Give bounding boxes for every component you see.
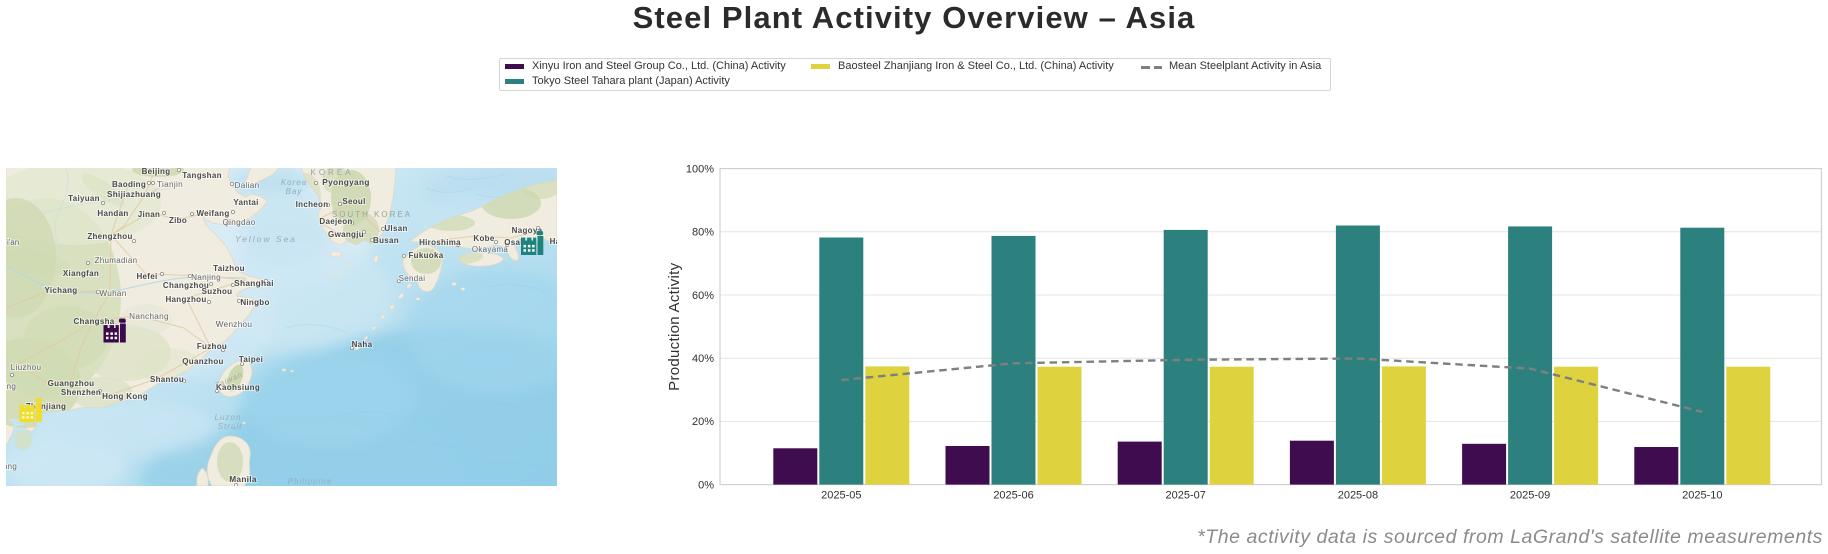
svg-text:Gwangju: Gwangju (328, 230, 364, 239)
svg-text:Shijiazhuang: Shijiazhuang (107, 190, 161, 199)
svg-text:Hong Kong: Hong Kong (102, 392, 148, 401)
svg-text:ning: ning (6, 382, 16, 391)
svg-text:Wuhan: Wuhan (99, 289, 126, 298)
svg-text:Luzon: Luzon (215, 413, 242, 422)
svg-text:Nagoya: Nagoya (512, 226, 543, 235)
svg-text:Nanchang: Nanchang (129, 312, 169, 321)
svg-text:Baoding: Baoding (112, 180, 146, 189)
svg-text:Philippine: Philippine (288, 477, 333, 486)
svg-text:Quanzhou: Quanzhou (182, 357, 224, 366)
svg-text:Hangzhou: Hangzhou (165, 295, 206, 304)
svg-text:i'an: i'an (7, 238, 19, 247)
svg-text:Daejeon: Daejeon (319, 217, 352, 226)
svg-text:Wenzhou: Wenzhou (216, 320, 253, 329)
svg-text:60%: 60% (692, 290, 714, 302)
svg-text:Tianjin: Tianjin (157, 180, 183, 189)
svg-text:Jinan: Jinan (138, 210, 160, 219)
svg-text:Guangzhou: Guangzhou (48, 379, 95, 388)
svg-text:100%: 100% (686, 163, 714, 175)
svg-text:Pyongyang: Pyongyang (322, 177, 369, 187)
svg-text:Handan: Handan (97, 209, 128, 218)
svg-text:Manila: Manila (229, 474, 257, 484)
svg-text:Yichang: Yichang (45, 286, 78, 295)
svg-text:Liuzhou: Liuzhou (11, 363, 42, 372)
svg-text:Ningbo: Ningbo (240, 298, 269, 307)
svg-text:Kaohsiung: Kaohsiung (216, 383, 260, 392)
svg-text:Korea: Korea (281, 178, 307, 187)
svg-text:Fuzhou: Fuzhou (197, 342, 227, 351)
svg-text:2025-07: 2025-07 (1166, 490, 1206, 502)
svg-text:Kobe: Kobe (473, 234, 494, 243)
svg-text:Xiangfan: Xiangfan (63, 269, 99, 278)
svg-text:Nanjing: Nanjing (191, 273, 221, 282)
svg-text:Shanghai: Shanghai (234, 278, 274, 288)
svg-text:Hefei: Hefei (136, 272, 157, 281)
svg-text:Taizhou: Taizhou (213, 264, 245, 273)
svg-text:Osaka: Osaka (504, 238, 530, 247)
svg-text:Busan: Busan (373, 236, 399, 245)
svg-text:2025-10: 2025-10 (1682, 490, 1722, 502)
svg-text:Yantai: Yantai (233, 198, 258, 207)
svg-text:Ulsan: Ulsan (384, 224, 407, 233)
svg-text:Zhengzhou: Zhengzhou (87, 232, 132, 241)
svg-text:Yellow Sea: Yellow Sea (235, 234, 297, 244)
svg-text:KOREA: KOREA (310, 168, 353, 177)
svg-text:SOUTH KOREA: SOUTH KOREA (332, 210, 412, 219)
svg-text:Okayama: Okayama (472, 245, 509, 254)
svg-text:Naha: Naha (352, 340, 373, 349)
svg-text:Production Activity: Production Activity (666, 262, 683, 390)
svg-text:Zhanjiang: Zhanjiang (26, 402, 66, 411)
svg-text:2025-06: 2025-06 (993, 490, 1033, 502)
svg-text:0%: 0% (698, 479, 714, 491)
svg-text:Sendai: Sendai (399, 274, 426, 283)
svg-text:80%: 80% (692, 227, 714, 239)
svg-text:Changsha: Changsha (73, 317, 114, 326)
svg-text:Tangshan: Tangshan (182, 171, 222, 180)
svg-text:2025-05: 2025-05 (821, 490, 861, 502)
svg-text:Fukuoka: Fukuoka (409, 251, 444, 260)
svg-text:Incheon: Incheon (296, 200, 329, 209)
svg-text:Weifang: Weifang (196, 209, 229, 218)
svg-text:Hiroshima: Hiroshima (419, 238, 461, 247)
svg-text:ang: ang (6, 462, 17, 471)
svg-text:Shenzhen: Shenzhen (61, 388, 101, 397)
svg-text:2025-08: 2025-08 (1338, 490, 1378, 502)
svg-text:Seoul: Seoul (342, 197, 365, 206)
svg-text:Dalian: Dalian (234, 181, 259, 190)
svg-text:Shantou: Shantou (150, 375, 184, 384)
svg-text:Qingdao: Qingdao (222, 218, 255, 227)
svg-text:Taipei: Taipei (239, 355, 263, 364)
svg-text:2025-09: 2025-09 (1510, 490, 1550, 502)
svg-text:40%: 40% (692, 353, 714, 365)
svg-text:Strait: Strait (218, 422, 243, 431)
svg-text:Zhumadian: Zhumadian (95, 256, 138, 265)
svg-text:Suzhou: Suzhou (202, 287, 233, 296)
svg-text:Changzhou: Changzhou (163, 281, 209, 290)
svg-text:20%: 20% (692, 416, 714, 428)
svg-text:Zibo: Zibo (169, 216, 187, 225)
svg-text:Beijing: Beijing (142, 168, 171, 176)
svg-text:Ha: Ha (550, 237, 557, 246)
svg-text:Bay: Bay (286, 187, 303, 196)
svg-text:Taiyuan: Taiyuan (68, 194, 100, 203)
